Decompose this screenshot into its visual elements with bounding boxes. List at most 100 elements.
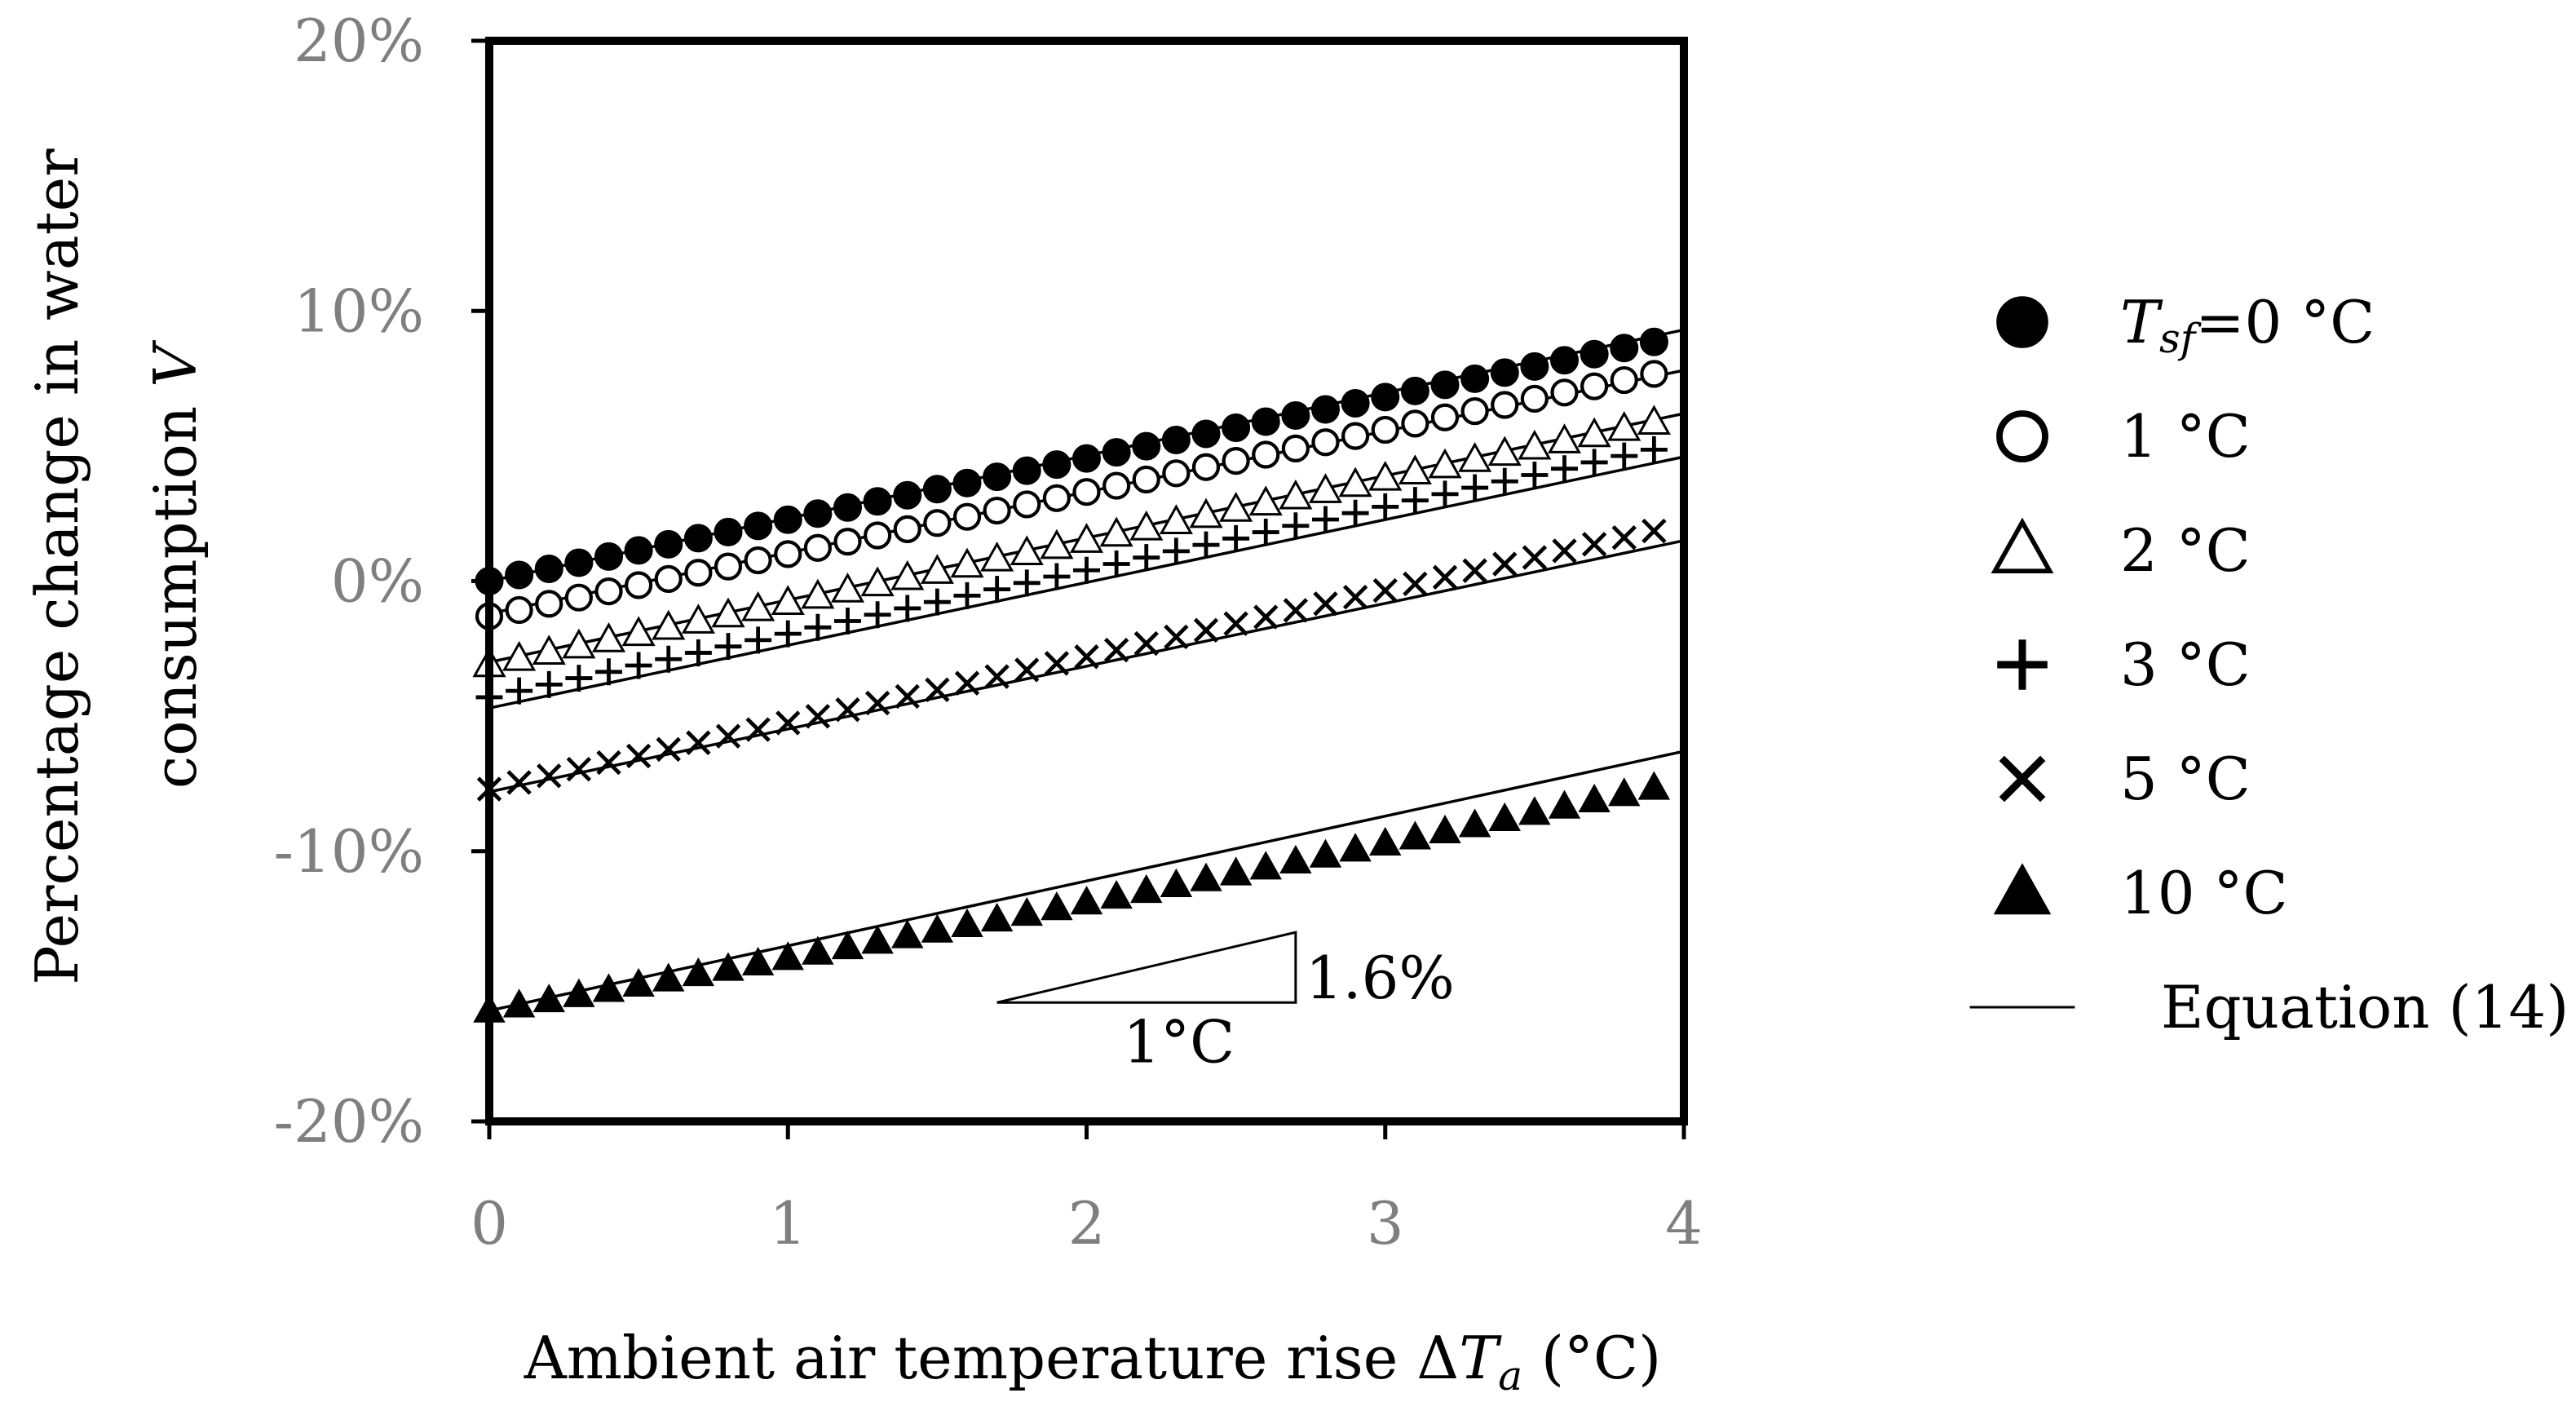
open-circle-marker	[1491, 391, 1519, 419]
open-triangle-marker	[1040, 528, 1074, 559]
y-tick-label: -20%	[274, 1087, 424, 1156]
cross-marker	[1164, 624, 1189, 650]
filled-circle-marker	[1102, 438, 1131, 467]
legend-label: 2 °C	[2120, 516, 2251, 585]
plus-marker	[1013, 569, 1041, 597]
y-tick-label: -10%	[274, 817, 424, 886]
open-triangle-marker	[1518, 429, 1552, 460]
open-triangle-marker	[1577, 417, 1611, 448]
open-circle-marker	[1520, 384, 1549, 413]
cross-marker	[537, 763, 562, 789]
filled-circle-marker	[714, 517, 743, 546]
slope-dy-label: 1.6%	[1306, 944, 1455, 1012]
open-circle-marker	[1191, 453, 1221, 481]
filled-circle-marker	[1490, 358, 1519, 387]
filled-circle-marker	[952, 468, 982, 497]
cross-marker	[1283, 598, 1309, 623]
filled-circle-marker	[863, 487, 892, 516]
open-triangle-marker	[1010, 535, 1044, 566]
plus-marker	[1997, 639, 2048, 690]
plus-marker	[1401, 487, 1429, 515]
open-triangle-marker	[1487, 436, 1522, 467]
open-circle-marker	[923, 509, 952, 537]
cross-marker	[805, 704, 831, 729]
filled-triangle-marker	[1993, 863, 2052, 915]
legend-label: 3 °C	[2120, 630, 2251, 699]
filled-circle-marker	[1042, 450, 1071, 480]
plus-marker	[1282, 512, 1310, 540]
filled-circle-marker	[833, 493, 862, 522]
cross-marker	[1103, 637, 1129, 663]
filled-circle-marker	[983, 462, 1012, 492]
series-open-circle	[475, 360, 1668, 630]
filled-triangle-marker	[1160, 868, 1193, 897]
plus-marker	[745, 626, 772, 654]
filled-triangle-marker	[712, 952, 745, 981]
cross-marker	[1253, 604, 1279, 630]
open-triangle-marker	[621, 616, 656, 647]
plot-frame	[485, 37, 1688, 1125]
plus-marker	[1491, 467, 1518, 495]
plus-marker	[1521, 461, 1549, 489]
plus-marker	[595, 658, 622, 686]
filled-circle-marker	[1460, 364, 1490, 393]
open-triangle-marker	[920, 554, 954, 584]
open-circle-marker	[1401, 409, 1429, 438]
open-triangle-marker	[890, 559, 925, 590]
cross-marker	[954, 670, 980, 696]
plus-marker	[1580, 449, 1608, 476]
filled-triangle-marker	[622, 967, 655, 997]
open-circle-marker	[1222, 446, 1250, 475]
legend: Tsf=0 °C 1 °C 2 °C 3 °C 5 °C 10 °C Equation (1…	[1969, 288, 2569, 1041]
filled-triangle-marker	[652, 962, 685, 992]
cross-marker	[1313, 591, 1338, 617]
open-circle-marker	[564, 583, 593, 612]
open-triangle-marker	[1248, 485, 1283, 516]
y-tick-label: 10%	[294, 276, 424, 345]
plus-marker	[1252, 519, 1279, 546]
open-circle-marker	[594, 577, 623, 606]
plus-marker	[655, 645, 683, 673]
filled-triangle-marker	[592, 973, 625, 1002]
plus-marker	[894, 595, 921, 622]
legend-entry: 10 °C	[1993, 859, 2288, 927]
cross-marker	[1581, 532, 1607, 557]
filled-circle-marker	[1996, 296, 2048, 348]
open-circle-marker	[505, 595, 533, 625]
cross-marker	[656, 736, 681, 763]
plus-marker	[953, 581, 981, 609]
legend-label: 5 °C	[2120, 745, 2251, 813]
open-triangle-marker	[1428, 448, 1462, 479]
filled-circle-marker	[564, 548, 594, 577]
plus-marker	[1372, 493, 1399, 520]
cross-marker	[1403, 571, 1428, 597]
cross-marker	[1552, 538, 1577, 564]
cross-marker	[596, 750, 621, 776]
filled-circle-marker	[803, 499, 833, 528]
legend-label: 1 °C	[2120, 402, 2251, 471]
open-triangle-marker	[1398, 454, 1432, 485]
filled-triangle-marker	[1070, 886, 1103, 915]
open-triangle-marker	[652, 609, 686, 640]
filled-triangle-marker	[1130, 873, 1163, 904]
open-triangle-marker	[801, 578, 835, 609]
filled-triangle-marker	[563, 978, 595, 1007]
cross-marker	[625, 743, 652, 769]
slope-dx-label: 1°C	[1123, 1007, 1235, 1076]
x-tick-label: 4	[1665, 1189, 1703, 1258]
filled-triangle-marker	[980, 902, 1014, 932]
cross-marker	[1611, 524, 1637, 551]
cross-marker	[1432, 564, 1458, 590]
x-tick-label: 1	[769, 1189, 806, 1258]
filled-triangle-marker	[682, 957, 715, 987]
filled-circle-marker	[744, 511, 773, 541]
filled-circle-marker	[1400, 376, 1429, 405]
open-circle-marker	[1341, 422, 1370, 450]
filled-circle-marker	[1161, 426, 1191, 455]
filled-triangle-marker	[1190, 862, 1222, 891]
filled-triangle-marker	[1458, 808, 1491, 838]
open-circle-marker	[714, 552, 743, 581]
y-axis-label-line1: Percentage change in water	[23, 148, 91, 985]
legend-entry: 5 °C	[1999, 745, 2251, 813]
